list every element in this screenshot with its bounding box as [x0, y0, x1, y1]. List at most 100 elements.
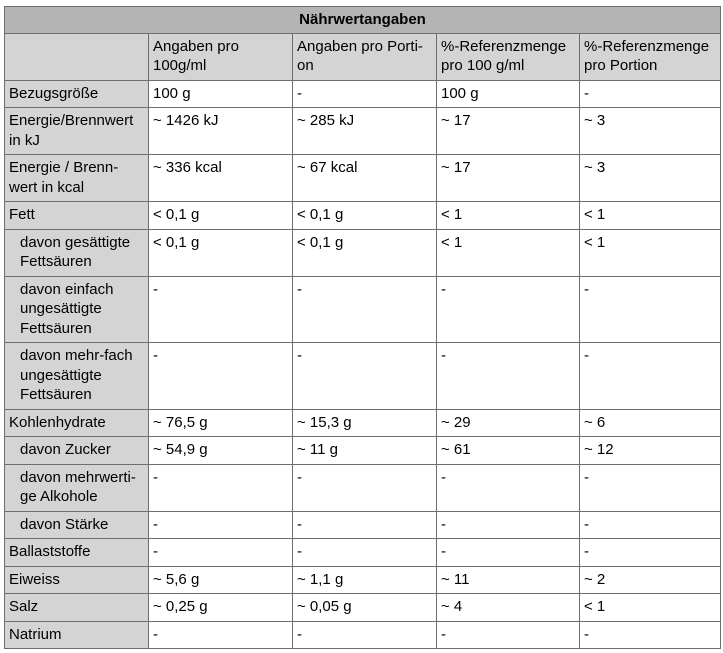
table-row: Eiweiss ~ 5,6 g ~ 1,1 g ~ 11 ~ 2 [4, 565, 721, 594]
value-ref-per-100g: - [436, 620, 580, 649]
table-row: Bezugsgröße 100 g -100 g- [4, 79, 721, 108]
header-per-100g: Angaben pro 100g/ml [148, 32, 293, 81]
value-per-100g: < 0,1 g [148, 228, 293, 277]
table-body: Bezugsgröße 100 g -100 g - Energie/Brennwert… [4, 79, 721, 649]
value-ref-per-100g: - [436, 510, 580, 539]
value-per-100g: 100 g [148, 79, 293, 108]
value-ref-per-100g: ~ 17 [436, 154, 580, 202]
value-ref-per-portion: ~ 6 [579, 408, 721, 437]
value-per-portion: < 0,1 g [292, 228, 437, 277]
table-row: davon einfach ungesättigte Fettsäuren - - -… [4, 275, 721, 343]
value-ref-per-portion: ~ 12 [579, 436, 721, 465]
value-per-portion: - [292, 510, 437, 539]
value-ref-per-100g: 100 g [436, 79, 580, 108]
value-ref-per-portion: - [579, 463, 721, 512]
value-per-portion: < 0,1 g [292, 201, 437, 230]
value-ref-per-100g: - [436, 463, 580, 512]
value-per-100g: ~ 1426 kJ [148, 107, 293, 155]
value-ref-per-100g: - [436, 538, 580, 567]
value-ref-per-portion: - [579, 342, 721, 410]
table-row: Ballaststoffe - - - - [4, 538, 721, 567]
value-ref-per-100g: ~ 17 [436, 107, 580, 155]
value-ref-per-100g: < 1 [436, 201, 580, 230]
table-row: davon Zucker ~ 54,9 g ~ 11 g ~ 61 ~ 12 [4, 436, 721, 465]
value-ref-per-portion: - [579, 510, 721, 539]
value-per-100g: ~ 54,9 g [148, 436, 293, 465]
row-label: Eiweiss [4, 565, 149, 594]
value-per-portion: - [292, 342, 437, 410]
value-ref-per-portion: ~ 3 [579, 107, 721, 155]
table-row: Salz ~ 0,25 g ~ 0,05 g ~ 4 < 1 [4, 593, 721, 622]
table-row: Natrium - - - - [4, 620, 721, 649]
header-per-portion: Angaben pro Porti-on [292, 32, 437, 81]
value-per-100g: - [148, 510, 293, 539]
row-label: Ballaststoffe [4, 538, 149, 567]
value-ref-per-100g: ~ 11 [436, 565, 580, 594]
row-label: Natrium [4, 620, 149, 649]
value-per-100g: - [148, 620, 293, 649]
value-per-portion: - [292, 463, 437, 512]
value-ref-per-100g: ~ 4 [436, 593, 580, 622]
value-per-portion: ~ 67 kcal [292, 154, 437, 202]
row-label: Kohlenhydrate [4, 408, 149, 437]
row-label: Salz [4, 593, 149, 622]
value-per-portion: ~ 285 kJ [292, 107, 437, 155]
header-ref-per-100g: %-Referenzmenge pro 100 g/ml [436, 32, 580, 81]
value-ref-per-100g: - [436, 275, 580, 343]
value-ref-per-100g: < 1 [436, 228, 580, 277]
value-per-portion: - [292, 79, 437, 108]
row-label: Bezugsgröße [4, 79, 149, 108]
value-ref-per-portion: - [579, 275, 721, 343]
row-label: davon gesättigte Fettsäuren [4, 228, 149, 277]
value-ref-per-portion: - [579, 620, 721, 649]
value-per-100g: ~ 0,25 g [148, 593, 293, 622]
table-row: davon Stärke - - - - [4, 510, 721, 539]
table-row: Energie / Brenn-wert in kcal ~ 336 kcal ~ … [4, 154, 721, 202]
row-label: davon Stärke [4, 510, 149, 539]
value-per-100g: ~ 5,6 g [148, 565, 293, 594]
value-ref-per-portion: ~ 3 [579, 154, 721, 202]
row-label: davon mehrwerti-ge Alkohole [4, 463, 149, 512]
value-ref-per-portion: ~ 2 [579, 565, 721, 594]
row-label: davon Zucker [4, 436, 149, 465]
value-per-portion: - [292, 538, 437, 567]
table-row: davon mehrwerti-ge Alkohole - - - - [4, 463, 721, 512]
value-per-portion: ~ 1,1 g [292, 565, 437, 594]
value-ref-per-portion: < 1 [579, 201, 721, 230]
row-label: Energie/Brennwert in kJ [4, 107, 149, 155]
value-per-100g: - [148, 538, 293, 567]
header-corner-cell [4, 32, 149, 81]
value-per-100g: - [148, 275, 293, 343]
value-ref-per-portion: - [579, 538, 721, 567]
value-per-100g: ~ 76,5 g [148, 408, 293, 437]
value-per-portion: - [292, 275, 437, 343]
value-ref-per-100g: - [436, 342, 580, 410]
value-ref-per-100g: ~ 29 [436, 408, 580, 437]
value-ref-per-portion: < 1 [579, 593, 721, 622]
row-label: Fett [4, 201, 149, 230]
header-ref-per-portion: %-Referenzmenge pro Portion [579, 32, 721, 81]
value-ref-per-portion: < 1 [579, 228, 721, 277]
value-per-portion: ~ 11 g [292, 436, 437, 465]
row-label: Energie / Brenn-wert in kcal [4, 154, 149, 202]
column-header-row: Angaben pro 100g/ml Angaben pro Porti-on… [4, 32, 721, 81]
table-title: Nährwertangaben [4, 6, 721, 34]
nutrition-table: Nährwertangaben Angaben pro 100g/ml Anga… [4, 6, 721, 649]
row-label: davon einfach ungesättigte Fettsäuren [4, 275, 149, 343]
value-per-portion: ~ 15,3 g [292, 408, 437, 437]
value-per-100g: - [148, 463, 293, 512]
table-row: Fett < 0,1 g < 0,1 g < 1 < 1 [4, 201, 721, 230]
value-ref-per-100g: ~ 61 [436, 436, 580, 465]
table-row: davon gesättigte Fettsäuren < 0,1 g < 0,1 … [4, 228, 721, 277]
value-ref-per-portion: - [579, 79, 721, 108]
value-per-100g: < 0,1 g [148, 201, 293, 230]
table-row: Energie/Brennwert in kJ ~ 1426 kJ ~ 285 kJ… [4, 107, 721, 155]
value-per-portion: - [292, 620, 437, 649]
value-per-100g: - [148, 342, 293, 410]
value-per-portion: ~ 0,05 g [292, 593, 437, 622]
title-row: Nährwertangaben [4, 6, 721, 34]
row-label: davon mehr-fach ungesättigte Fettsäuren [4, 342, 149, 410]
value-per-100g: ~ 336 kcal [148, 154, 293, 202]
table-row: Kohlenhydrate ~ 76,5 g ~ 15,3 g ~ 29 ~ 6 [4, 408, 721, 437]
table-row: davon mehr-fach ungesättigte Fettsäuren -… [4, 342, 721, 410]
